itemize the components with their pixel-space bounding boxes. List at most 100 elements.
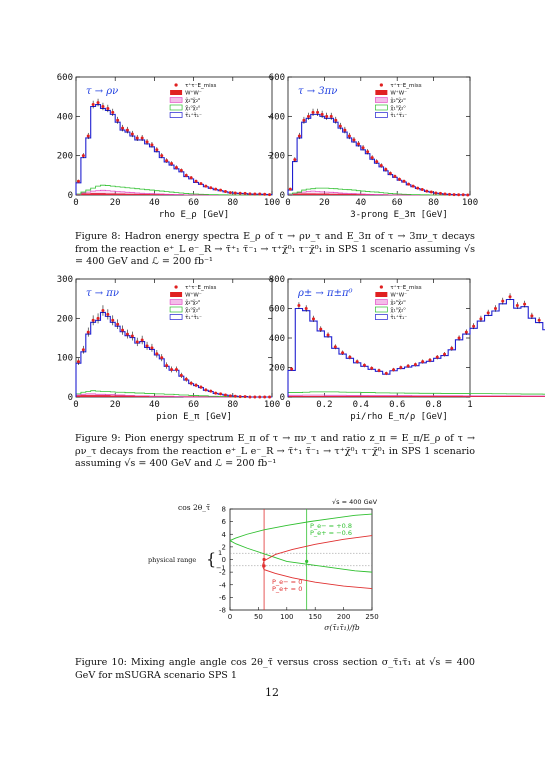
legend-label: χ̃₂⁰χ̃₂⁰ (390, 299, 406, 306)
x-tick-label: 250 (365, 613, 378, 621)
range-tick-label: −1 (216, 564, 226, 572)
legend-label: χ̃₁⁰χ̃₂⁰ (185, 307, 201, 314)
data-point (116, 322, 120, 326)
x-tick-label: 20 (110, 400, 121, 410)
data-point (228, 191, 232, 195)
x-tick-label: 150 (309, 613, 322, 621)
legend-label: τ⁺τ⁻E_miss (185, 284, 216, 291)
data-point (116, 118, 120, 122)
x-tick-label: 40 (355, 198, 366, 208)
data-point (329, 114, 333, 118)
data-point (384, 371, 388, 375)
data-point (334, 118, 338, 122)
channel-tag: τ → 3πν (298, 86, 337, 97)
data-point (461, 193, 465, 197)
x-tick-label: 60 (188, 400, 199, 410)
x-tick-label: 40 (149, 198, 160, 208)
legend-label: χ̃₁⁰χ̃₂⁰ (390, 105, 406, 112)
figure10-caption-text: Figure 10: Mixing angle angle cos 2θ_τ̃ … (75, 657, 475, 681)
x-axis-label: σ(τ̃₁τ̃₁)/fb (324, 623, 360, 632)
x-tick-label: 80 (227, 400, 238, 410)
y-tick-label: 400 (269, 112, 285, 122)
data-point (486, 311, 490, 315)
data-point (150, 346, 154, 350)
y-tick-label: 400 (269, 334, 285, 344)
data-point (199, 182, 203, 186)
x-axis-label: pi/rho E_π/ρ [GeV] (350, 412, 448, 422)
legend-label: W⁺W⁻ (185, 90, 202, 97)
data-point (189, 381, 193, 385)
x-tick-label: 100 (462, 198, 478, 208)
y-tick-label: 300 (57, 275, 73, 285)
data-point (392, 368, 396, 372)
figure9-caption: Figure 9: Pion energy spectrum E_π of τ … (75, 433, 475, 471)
x-tick-label: 1 (467, 400, 472, 410)
data-point (362, 363, 366, 367)
data-point (248, 192, 252, 196)
data-point (214, 187, 218, 191)
data-point (366, 150, 370, 154)
data-point (101, 308, 105, 312)
x-tick-label: 20 (110, 198, 121, 208)
data-point (448, 192, 452, 196)
y-tick-label: 0 (280, 393, 285, 403)
channel-tag: τ → πν (86, 288, 119, 299)
data-point (238, 191, 242, 195)
histogram-series (75, 184, 272, 196)
data-point (125, 128, 129, 132)
data-point (184, 173, 188, 177)
energy-label: √s = 400 GeV (332, 498, 378, 506)
data-point (145, 344, 149, 348)
figure10-chart: 0 50 100 150 200 250 8 6 4 2 0 -2 -4 -6 -8 cos 2θ_τ̃ √s … (148, 498, 379, 632)
legend-swatch (170, 90, 183, 95)
x-tick-label: 0 (285, 198, 290, 208)
green-label: P_e+ = −0.6 (310, 529, 352, 537)
data-point (81, 348, 85, 352)
data-point (370, 156, 374, 160)
data-point (361, 146, 365, 150)
legend-swatch (169, 299, 183, 305)
data-point (304, 307, 308, 310)
legend-marker (174, 83, 178, 87)
intersection-marker (262, 557, 266, 562)
legend-label: τ̃₁⁺τ̃₁⁻ (185, 314, 202, 321)
y-tick-label: 8 (222, 506, 226, 514)
data-point (311, 110, 315, 114)
red-label: P_e+ = 0 (272, 585, 302, 593)
y-tick-label: 600 (269, 73, 285, 83)
legend-label: χ̃₂⁰χ̃₂⁰ (390, 97, 406, 104)
legend-swatch (170, 292, 183, 297)
data-point (464, 330, 468, 334)
data-point (121, 126, 125, 130)
histogram-series (287, 187, 470, 196)
data-point (125, 332, 129, 336)
data-point (253, 395, 257, 399)
data-point (375, 160, 379, 164)
x-tick-label: 40 (149, 400, 160, 410)
data-point (384, 167, 388, 171)
data-point (479, 317, 483, 321)
data-point (530, 314, 534, 318)
y-tick-label: -4 (219, 581, 227, 589)
legend-swatch (375, 112, 388, 118)
data-point (111, 110, 115, 114)
y-tick-label: -2 (219, 569, 226, 577)
data-point (402, 179, 406, 183)
figure8-right-chart: 0 20 40 60 80 100 0 200 400 600 3-prong E_3π [GeV]… (269, 73, 478, 220)
y-tick-label: 100 (57, 354, 73, 364)
y-tick-label: 600 (57, 73, 73, 83)
data-point (184, 377, 188, 381)
legend-label: τ⁺τ⁻E_miss (390, 284, 421, 291)
data-point (457, 336, 461, 340)
legend-marker (174, 285, 178, 289)
y-tick-label: -6 (219, 594, 227, 602)
data-point (204, 184, 208, 188)
data-point (379, 164, 383, 167)
data-point (428, 358, 432, 362)
intersection-marker (262, 564, 266, 568)
data-point (443, 352, 447, 356)
data-point (258, 192, 262, 196)
y-tick-label: 6 (222, 518, 227, 526)
legend-label: χ̃₁⁰χ̃₂⁰ (185, 105, 201, 112)
data-point (194, 179, 198, 183)
